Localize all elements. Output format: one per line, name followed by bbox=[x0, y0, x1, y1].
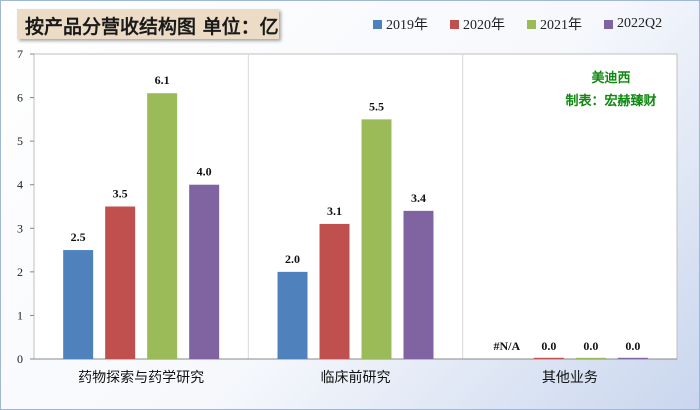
y-tick-label: 6 bbox=[17, 91, 23, 105]
bar bbox=[147, 93, 178, 359]
legend-label: 2022Q2 bbox=[617, 16, 663, 31]
data-label: 2.5 bbox=[71, 230, 86, 244]
y-tick-label: 0 bbox=[17, 352, 23, 366]
data-label: 2.0 bbox=[285, 252, 300, 266]
y-tick-label: 2 bbox=[17, 265, 23, 279]
y-tick-label: 4 bbox=[17, 178, 23, 192]
bar bbox=[617, 357, 648, 359]
y-tick-label: 1 bbox=[17, 308, 23, 322]
legend-item: 2022Q2 bbox=[604, 16, 662, 32]
data-label: 0.0 bbox=[541, 339, 556, 353]
category-label: 临床前研究 bbox=[321, 369, 391, 386]
bar bbox=[533, 357, 564, 359]
data-label: 3.4 bbox=[411, 191, 426, 205]
legend-swatch bbox=[527, 19, 536, 29]
data-label: 5.5 bbox=[369, 99, 384, 113]
legend-item: 2021年 bbox=[527, 14, 582, 34]
bar bbox=[319, 223, 350, 359]
annotation-credit: 制表：宏赫臻财 bbox=[565, 93, 656, 109]
legend-label: 2021年 bbox=[540, 18, 582, 33]
data-label: 3.1 bbox=[327, 204, 342, 218]
y-tick-label: 3 bbox=[17, 221, 23, 235]
data-label: 0.0 bbox=[625, 339, 640, 353]
legend-label: 2019年 bbox=[386, 18, 428, 33]
data-label: #N/A bbox=[493, 339, 520, 353]
legend: 2019年 2020年 2021年 2022Q2 bbox=[373, 15, 662, 33]
annotation-company: 美迪西 bbox=[591, 70, 630, 86]
bar bbox=[189, 184, 220, 359]
legend-item: 2020年 bbox=[450, 14, 505, 34]
y-tick-label: 5 bbox=[17, 134, 23, 148]
category-label: 药物探索与药学研究 bbox=[78, 369, 204, 386]
legend-swatch bbox=[373, 19, 382, 29]
data-label: 3.5 bbox=[113, 187, 128, 201]
legend-swatch bbox=[604, 19, 613, 29]
title-box: 按产品分营收结构图 单位：亿 bbox=[17, 9, 279, 39]
data-label: 6.1 bbox=[155, 73, 170, 87]
category-label: 其他业务 bbox=[542, 370, 598, 386]
bar bbox=[105, 206, 136, 359]
bar bbox=[63, 250, 94, 359]
bar bbox=[277, 271, 308, 359]
plot-area bbox=[33, 53, 678, 360]
bar bbox=[403, 210, 434, 359]
data-label: 4.0 bbox=[197, 165, 212, 179]
legend-item: 2019年 bbox=[373, 14, 428, 34]
chart-title: 按产品分营收结构图 单位：亿 bbox=[25, 16, 279, 38]
legend-swatch bbox=[450, 19, 459, 29]
bar bbox=[575, 357, 606, 359]
y-tick-label: 7 bbox=[17, 47, 23, 61]
bar bbox=[361, 119, 392, 359]
data-label: 0.0 bbox=[583, 339, 598, 353]
legend-label: 2020年 bbox=[463, 18, 505, 33]
